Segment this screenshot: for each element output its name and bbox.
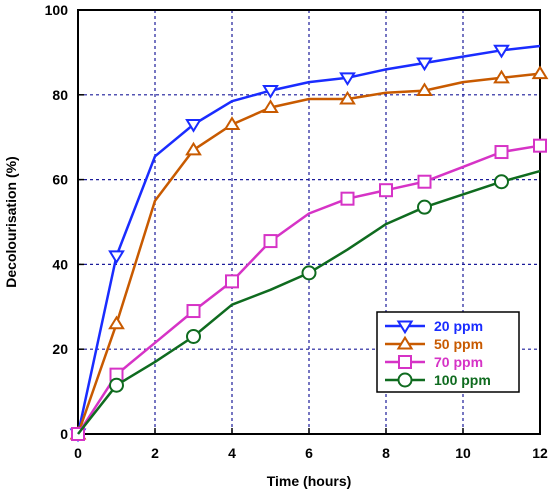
data-point [531, 65, 549, 80]
data-point [494, 145, 509, 160]
data-point [109, 377, 124, 393]
axis-ticks: 0 2 4 6 8 10 12 0 20 40 60 80 100 [45, 2, 548, 461]
series-70-ppm [71, 138, 547, 441]
data-point [301, 265, 317, 281]
data-point [493, 44, 510, 59]
x-tick-label: 6 [305, 445, 313, 461]
x-tick-label: 4 [228, 445, 236, 461]
legend: 20 ppm 50 ppm 70 ppm 100 ppm [376, 311, 520, 393]
data-point [262, 99, 279, 114]
data-point [225, 274, 239, 289]
data-point [262, 85, 279, 99]
y-tick-label: 0 [60, 426, 68, 442]
legend-label: 50 ppm [434, 336, 483, 352]
data-point [108, 250, 125, 265]
series-layer [69, 44, 549, 443]
y-axis-title: Decolourisation (%) [3, 156, 19, 287]
data-point [185, 141, 202, 156]
data-point [186, 304, 201, 319]
data-point [379, 183, 393, 198]
x-tick-label: 12 [532, 445, 548, 461]
data-point [108, 315, 125, 330]
legend-label: 100 ppm [434, 372, 491, 388]
x-axis-title: Time (hours) [267, 473, 352, 489]
series-line [76, 144, 541, 435]
y-tick-label: 40 [52, 256, 68, 272]
x-tick-label: 0 [74, 445, 82, 461]
legend-marker [396, 335, 414, 350]
data-point [340, 191, 355, 206]
data-point [417, 174, 432, 189]
data-point [339, 72, 356, 87]
data-point [533, 138, 547, 153]
y-tick-label: 20 [52, 341, 68, 357]
legend-item-50-ppm: 50 ppm [385, 335, 483, 352]
data-point [417, 199, 432, 215]
data-point [416, 82, 433, 97]
series-100-ppm [77, 169, 541, 435]
legend-marker [396, 320, 414, 335]
series-line [76, 44, 541, 435]
x-tick-label: 8 [382, 445, 390, 461]
data-point [494, 174, 509, 190]
legend-label: 70 ppm [434, 354, 483, 370]
data-point [416, 57, 433, 72]
legend-item-70-ppm: 70 ppm [385, 354, 483, 370]
legend-item-100-ppm: 100 ppm [385, 372, 491, 388]
legend-marker [397, 372, 413, 388]
data-point [263, 234, 278, 249]
data-point [186, 328, 201, 344]
data-point [493, 69, 510, 84]
legend-marker [398, 355, 412, 369]
data-point [185, 118, 202, 133]
data-point [223, 116, 241, 130]
y-tick-label: 100 [45, 2, 69, 18]
x-tick-label: 2 [151, 445, 159, 461]
data-point [339, 90, 356, 105]
legend-item-20-ppm: 20 ppm [385, 318, 483, 335]
series-line [76, 72, 541, 435]
legend-label: 20 ppm [434, 318, 483, 334]
y-tick-label: 80 [52, 87, 68, 103]
series-50-ppm [69, 65, 549, 440]
y-tick-label: 60 [52, 172, 68, 188]
x-tick-label: 10 [455, 445, 471, 461]
